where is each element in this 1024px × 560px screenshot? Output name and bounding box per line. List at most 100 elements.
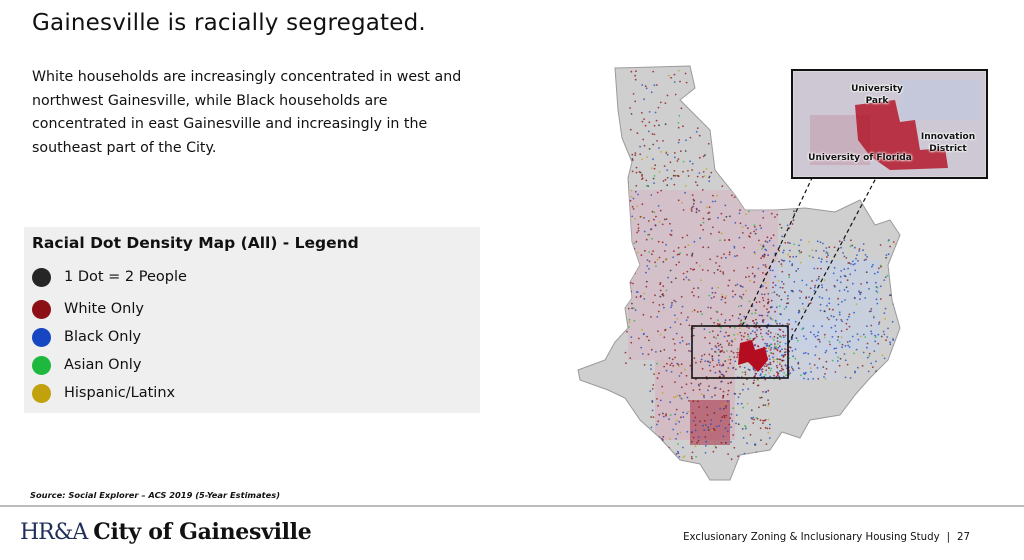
population-dot (714, 200, 717, 203)
population-dot (748, 275, 750, 278)
population-dot (778, 260, 780, 263)
population-dot (657, 240, 660, 243)
population-dot (731, 314, 734, 317)
population-dot (829, 343, 831, 346)
population-dot (804, 351, 807, 354)
population-dot (835, 347, 837, 350)
population-dot (652, 177, 655, 180)
population-dot (815, 345, 817, 348)
population-dot (670, 304, 673, 307)
population-dot (686, 253, 688, 256)
population-dot (766, 308, 768, 310)
population-dot (744, 332, 746, 334)
population-dot (844, 376, 847, 379)
population-dot (704, 336, 706, 339)
population-dot (696, 311, 699, 313)
population-dot (727, 358, 730, 361)
population-dot (892, 241, 895, 243)
population-dot (666, 362, 668, 365)
population-dot (825, 349, 828, 352)
population-dot (634, 217, 636, 220)
population-dot (713, 296, 715, 298)
population-dot (654, 164, 657, 167)
population-dot (778, 375, 781, 378)
population-dot (668, 357, 671, 359)
population-dot (887, 327, 889, 330)
population-dot (844, 299, 846, 301)
population-dot (875, 376, 878, 378)
population-dot (736, 175, 738, 177)
population-dot (637, 223, 640, 226)
population-dot (755, 301, 758, 304)
population-dot (720, 442, 723, 444)
population-dot (808, 363, 811, 365)
population-dot (893, 375, 895, 377)
population-dot (641, 84, 644, 86)
population-dot (750, 417, 753, 419)
population-dot (687, 170, 689, 172)
population-dot (786, 180, 789, 183)
population-dot (781, 270, 784, 273)
population-dot (776, 213, 779, 216)
population-dot (753, 379, 756, 382)
population-dot (838, 311, 841, 314)
population-dot (680, 372, 683, 374)
population-dot (711, 359, 714, 362)
population-dot (889, 245, 891, 248)
population-dot (778, 363, 781, 366)
population-dot (767, 399, 769, 402)
population-dot (657, 450, 660, 452)
population-dot (862, 333, 865, 336)
population-dot (774, 347, 777, 350)
population-dot (724, 321, 726, 324)
population-dot (630, 282, 632, 284)
population-dot (760, 314, 762, 317)
population-dot (669, 364, 672, 366)
population-dot (718, 425, 721, 427)
population-dot (702, 171, 705, 173)
population-dot (736, 351, 739, 354)
population-dot (866, 356, 869, 359)
population-dot (650, 228, 653, 230)
population-dot (658, 220, 661, 223)
population-dot (778, 295, 781, 297)
population-dot (875, 298, 878, 301)
population-dot (746, 402, 749, 405)
population-dot (717, 216, 719, 219)
population-dot (767, 254, 769, 257)
population-dot (768, 347, 770, 350)
population-dot (698, 406, 700, 408)
population-dot (845, 322, 848, 325)
population-dot (652, 384, 655, 386)
population-dot (655, 119, 658, 122)
population-dot (734, 255, 736, 258)
population-dot (736, 283, 739, 286)
population-dot (727, 382, 730, 385)
population-dot (720, 327, 722, 329)
population-dot (771, 337, 774, 340)
population-dot (754, 175, 757, 178)
population-dot (702, 228, 704, 231)
red-dot-icon (32, 299, 51, 319)
population-dot (635, 70, 637, 73)
population-dot (628, 326, 630, 328)
population-dot (685, 319, 688, 322)
population-dot (757, 379, 759, 382)
population-dot (641, 120, 644, 123)
population-dot (732, 187, 735, 190)
population-dot (699, 382, 702, 385)
population-dot (735, 187, 738, 190)
population-dot (696, 184, 699, 187)
population-dot (787, 253, 790, 256)
population-dot (685, 81, 688, 84)
population-dot (893, 289, 896, 292)
population-dot (772, 360, 775, 363)
population-dot (707, 360, 710, 363)
population-dot (818, 275, 820, 278)
population-dot (711, 330, 714, 333)
population-dot (689, 268, 692, 270)
population-dot (726, 400, 729, 402)
population-dot (862, 243, 865, 245)
population-dot (788, 276, 791, 278)
population-dot (663, 336, 666, 339)
